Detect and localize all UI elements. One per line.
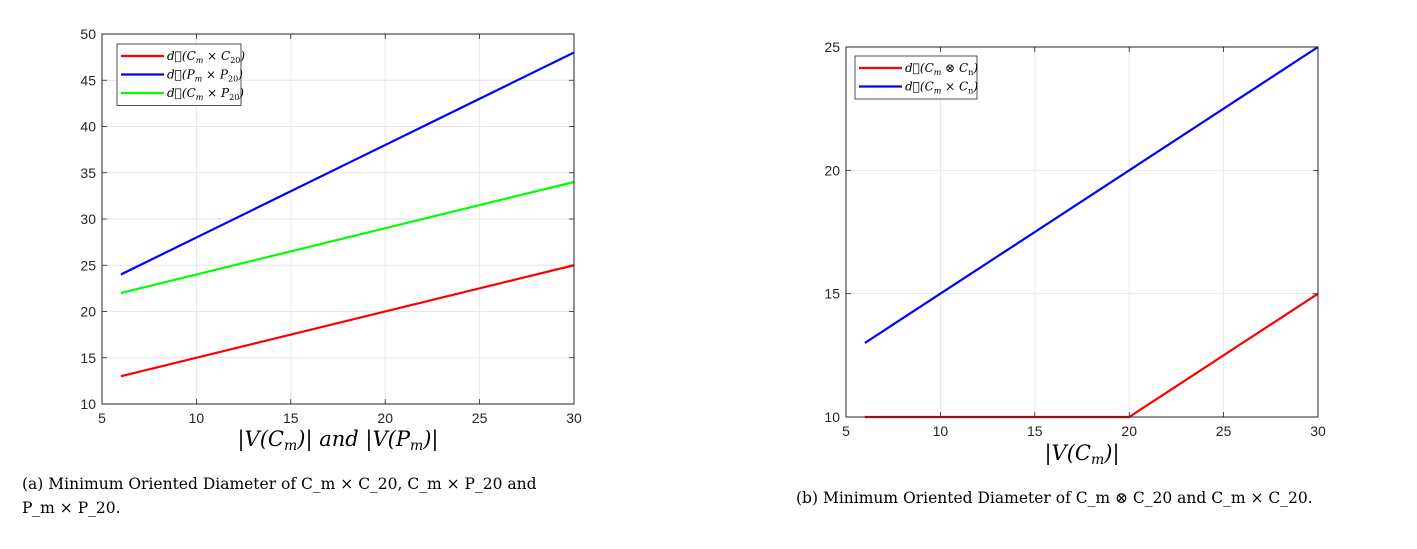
- legend-entry: d⃗(Cm × Cn): [905, 80, 978, 96]
- x-tick-label: 25: [1216, 423, 1232, 439]
- x-tick-label: 20: [1121, 423, 1137, 439]
- series-line: [864, 46, 1319, 344]
- legend-entry: d⃗(Cm × C20): [167, 49, 245, 65]
- y-tick-label: 25: [824, 39, 840, 55]
- y-tick-label: 45: [80, 72, 96, 88]
- legend-entry: d⃗(Cm × P20): [167, 86, 244, 102]
- axes-frame: [845, 46, 1319, 418]
- x-tick-label: 5: [842, 423, 850, 439]
- plot-area: [846, 47, 1318, 417]
- y-tick-label: 10: [824, 409, 840, 425]
- x-axis-label: |V(Cm)| and |V(Pm)|: [237, 427, 438, 454]
- x-tick-label: 15: [1027, 423, 1043, 439]
- x-axis-label: |V(Cm)|: [1044, 441, 1119, 468]
- y-tick-label: 15: [80, 350, 96, 366]
- y-tick-label: 20: [80, 304, 96, 320]
- x-tick-label: 20: [377, 410, 393, 426]
- y-tick-label: 25: [80, 257, 96, 273]
- y-tick-label: 35: [80, 165, 96, 181]
- legend-entry: d⃗(Cm ⊗ Cn): [905, 61, 978, 77]
- x-tick-label: 30: [1310, 423, 1326, 439]
- series-line: [120, 51, 575, 276]
- y-tick-label: 10: [80, 396, 96, 412]
- series-line: [120, 180, 575, 295]
- x-tick-label: 15: [283, 410, 299, 426]
- y-tick-label: 50: [80, 26, 96, 42]
- series-line: [120, 264, 575, 378]
- x-tick-label: 10: [189, 410, 205, 426]
- x-tick-label: 10: [933, 423, 949, 439]
- legend-entry: d⃗(Pm × P20): [167, 68, 243, 84]
- y-tick-label: 30: [80, 211, 96, 227]
- y-tick-label: 40: [80, 119, 96, 135]
- caption-a-line2: P_m × P_20.: [22, 499, 121, 517]
- x-tick-label: 25: [472, 410, 488, 426]
- y-tick-label: 20: [824, 162, 840, 178]
- x-tick-label: 5: [98, 410, 106, 426]
- y-tick-label: 15: [824, 286, 840, 302]
- x-tick-label: 30: [566, 410, 582, 426]
- legend-box: [854, 55, 978, 100]
- caption-b: (b) Minimum Oriented Diameter of C_m ⊗ C…: [796, 486, 1406, 510]
- caption-b-text: (b) Minimum Oriented Diameter of C_m ⊗ C…: [796, 489, 1313, 507]
- caption-a-line1: (a) Minimum Oriented Diameter of C_m × C…: [22, 475, 537, 493]
- axes-frame: [101, 33, 575, 405]
- caption-a: (a) Minimum Oriented Diameter of C_m × C…: [22, 472, 662, 520]
